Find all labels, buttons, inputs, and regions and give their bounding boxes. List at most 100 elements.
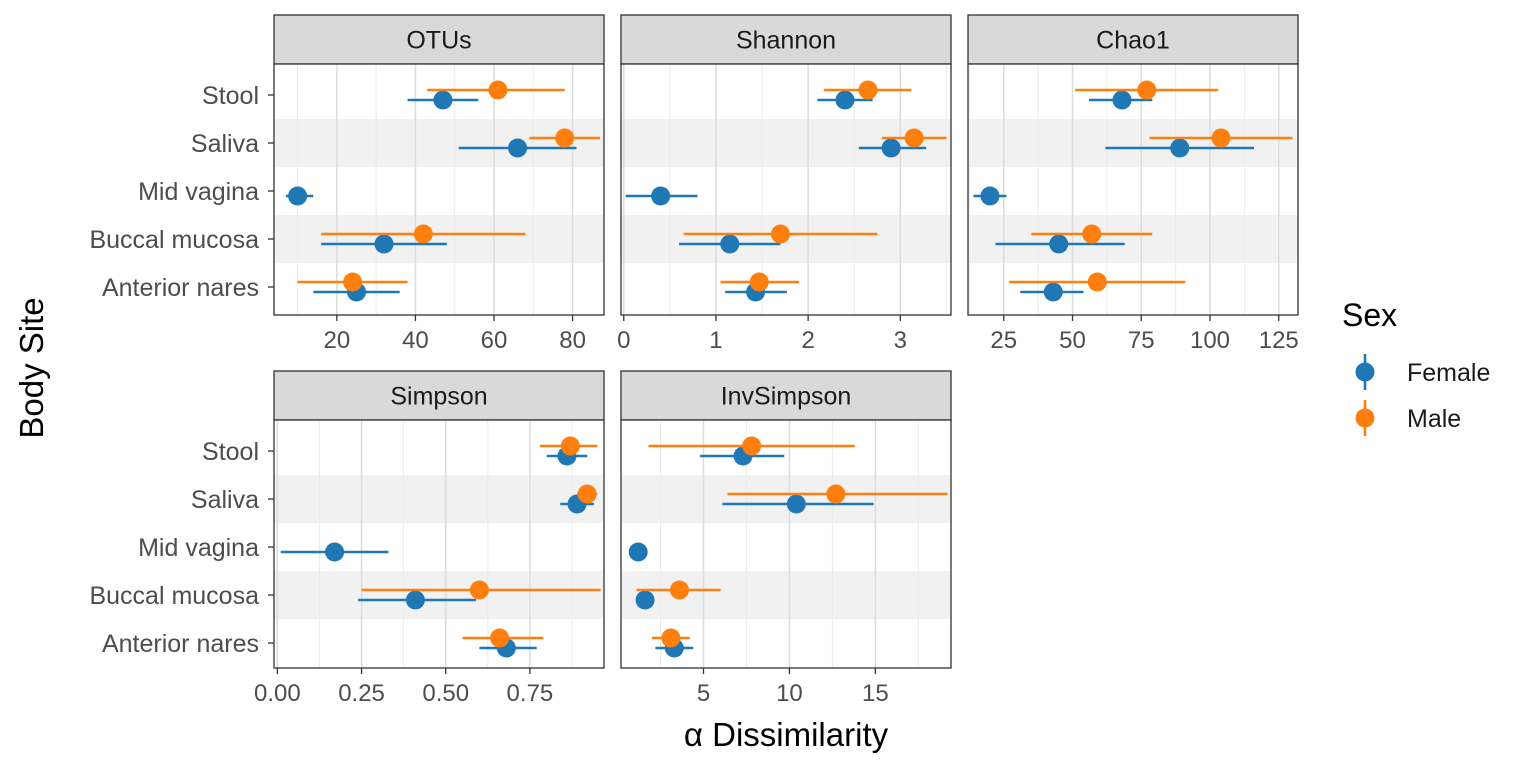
panel-border (967, 63, 1299, 316)
panel-strip (273, 14, 605, 65)
panel-strip (273, 370, 605, 421)
legend-key-point-male (1355, 408, 1375, 428)
panel-title: Simpson (390, 383, 487, 411)
panel-strip (967, 14, 1299, 65)
panel-invsimpson: InvSimpson 5 10 15 (620, 370, 952, 707)
panel-chao1: Chao1 25 50 75 100 125 (967, 14, 1299, 354)
category-band (968, 119, 1298, 167)
category-band (274, 475, 604, 523)
legend-label-female: Female (1407, 359, 1490, 387)
point-female-stool (835, 90, 855, 110)
point-female-buccal-mucosa (635, 590, 655, 610)
y-tick-label: Buccal mucosa (89, 582, 259, 610)
y-tick-label: Stool (202, 438, 259, 466)
legend: Sex Female Male (1342, 297, 1490, 436)
x-tick-label: 10 (776, 680, 803, 707)
point-female-mid-vagina (651, 186, 671, 206)
x-tick-label: 20 (324, 327, 351, 354)
y-tick-label: Saliva (191, 486, 259, 514)
x-tick-label: 125 (1259, 327, 1299, 354)
point-male-anterior-nares (661, 628, 681, 648)
legend-entries: Female Male (1355, 354, 1490, 436)
x-tick-label: 80 (559, 327, 586, 354)
point-male-buccal-mucosa (669, 580, 689, 600)
point-male-anterior-nares (490, 628, 510, 648)
x-tick-label: 0.25 (338, 680, 385, 707)
point-male-anterior-nares (749, 272, 769, 292)
x-tick-label: 60 (481, 327, 508, 354)
point-female-buccal-mucosa (720, 234, 740, 254)
x-tick-label: 0.00 (254, 680, 301, 707)
category-band (274, 215, 604, 263)
y-tick-label: Buccal mucosa (89, 226, 259, 254)
point-female-saliva (786, 494, 806, 514)
panel-strip (620, 14, 952, 65)
panel-border (273, 419, 605, 669)
point-male-stool (858, 80, 878, 100)
y-tick-label: Saliva (191, 130, 259, 158)
panel-simpson: Simpson 0.00 0.25 0.50 0.75 Stool Saliva Mid va… (89, 370, 605, 707)
category-band (621, 571, 951, 619)
panel-shannon: Shannon 0 1 2 3 (617, 14, 952, 354)
y-tick-label: Anterior nares (102, 274, 259, 302)
point-male-stool (560, 436, 580, 456)
point-female-saliva (881, 138, 901, 158)
panel-title: OTUs (406, 27, 471, 55)
point-male-stool (1137, 80, 1157, 100)
panel-title: Chao1 (1096, 27, 1170, 55)
point-male-saliva (1211, 128, 1231, 148)
point-female-mid-vagina (325, 542, 345, 562)
point-female-saliva (508, 138, 528, 158)
y-tick-label: Anterior nares (102, 630, 259, 658)
panel-title: Shannon (736, 27, 836, 55)
point-female-buccal-mucosa (405, 590, 425, 610)
y-axis-title: Body Site (13, 297, 50, 438)
panel-background (621, 420, 951, 668)
x-tick-label: 100 (1190, 327, 1230, 354)
point-female-mid-vagina (980, 186, 1000, 206)
legend-label-male: Male (1407, 405, 1461, 433)
x-tick-label: 0.75 (507, 680, 554, 707)
point-female-mid-vagina (288, 186, 308, 206)
y-tick-label: Mid vagina (138, 178, 259, 206)
panel-otus: OTUs 20 40 60 80 Stool Saliva Mid vagina Buccal … (89, 14, 605, 354)
x-tick-label: 75 (1128, 327, 1155, 354)
point-female-saliva (1170, 138, 1190, 158)
point-male-buccal-mucosa (770, 224, 790, 244)
x-axis-title: α Dissimilarity (684, 716, 889, 753)
panel-border (620, 419, 952, 669)
y-tick-label: Mid vagina (138, 534, 259, 562)
x-tick-label: 0 (617, 327, 630, 354)
category-band (274, 119, 604, 167)
y-tick-label: Stool (202, 82, 259, 110)
x-tick-label: 15 (862, 680, 889, 707)
x-tick-label: 50 (1059, 327, 1086, 354)
point-male-saliva (577, 484, 597, 504)
category-band (968, 215, 1298, 263)
x-tick-label: 5 (697, 680, 710, 707)
panel-border (620, 63, 952, 316)
panel-border (273, 63, 605, 316)
panel-title: InvSimpson (721, 383, 852, 411)
legend-title: Sex (1342, 297, 1397, 333)
point-male-stool (742, 436, 762, 456)
point-female-stool (1112, 90, 1132, 110)
point-female-buccal-mucosa (374, 234, 394, 254)
x-tick-label: 1 (709, 327, 722, 354)
category-band (621, 119, 951, 167)
point-female-mid-vagina (628, 542, 648, 562)
point-male-saliva (826, 484, 846, 504)
point-male-saliva (555, 128, 575, 148)
x-tick-label: 2 (801, 327, 814, 354)
panel-background (274, 420, 604, 668)
point-male-buccal-mucosa (1082, 224, 1102, 244)
x-tick-label: 25 (990, 327, 1017, 354)
point-male-buccal-mucosa (413, 224, 433, 244)
category-band (274, 571, 604, 619)
x-tick-label: 3 (894, 327, 907, 354)
point-male-anterior-nares (1087, 272, 1107, 292)
panel-background (968, 64, 1298, 315)
point-male-saliva (904, 128, 924, 148)
